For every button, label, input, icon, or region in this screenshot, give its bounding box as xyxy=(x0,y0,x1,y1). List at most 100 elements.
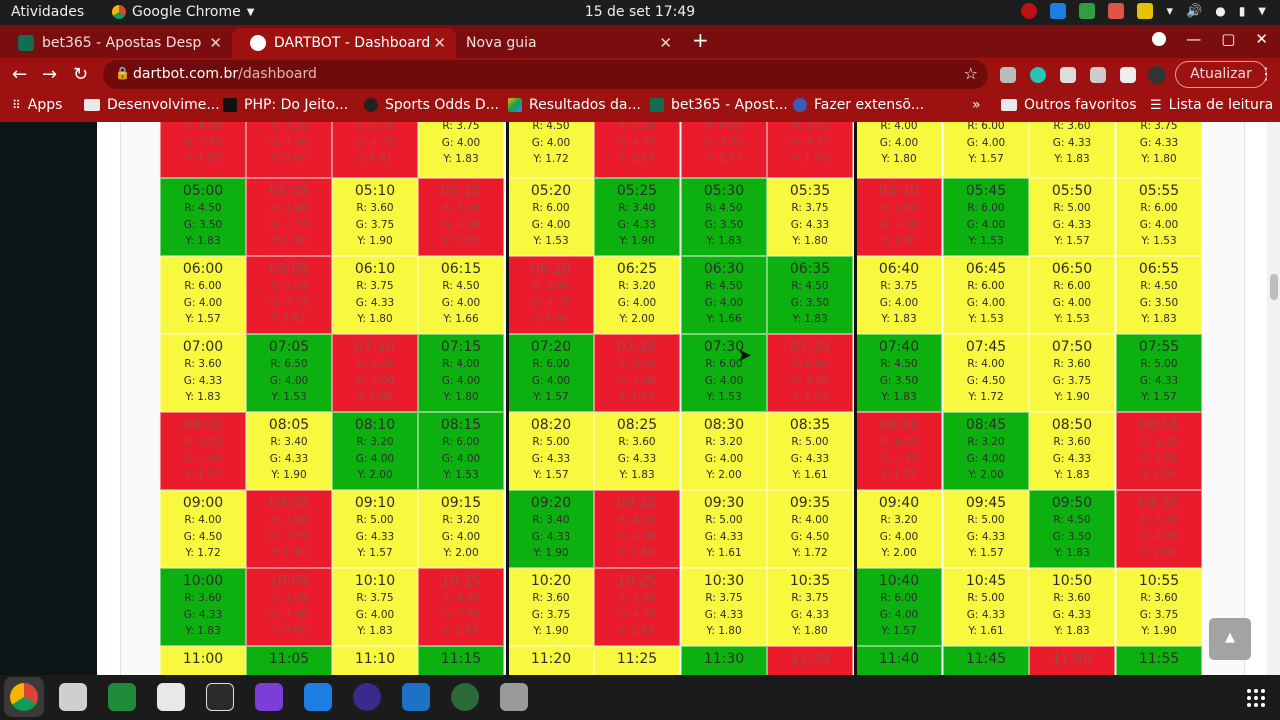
odds-cell[interactable]: 08:00 R: 6.00 G: 4.00 Y: 1.53 xyxy=(160,412,246,490)
odds-cell[interactable]: 11:05 xyxy=(246,646,332,675)
odds-cell[interactable]: 11:20 xyxy=(508,646,594,675)
odds-cell[interactable]: 11:45 xyxy=(943,646,1029,675)
bookmark-item[interactable]: Resultados da... xyxy=(508,97,641,113)
odds-cell[interactable]: 05:25 R: 3.40 G: 4.33 Y: 1.90 xyxy=(594,178,680,256)
odds-cell[interactable]: 07:15 R: 4.00 G: 4.00 Y: 1.80 xyxy=(418,334,504,412)
odds-cell[interactable]: 06:45 R: 6.00 G: 4.00 Y: 1.53 xyxy=(943,256,1029,334)
odds-cell[interactable]: 09:15 R: 3.20 G: 4.00 Y: 2.00 xyxy=(418,490,504,568)
odds-cell[interactable]: R: 4.50 G: 4.00 Y: 1.72 xyxy=(508,122,594,178)
odds-cell[interactable]: 10:05 R: 3.20 G: 4.00 Y: 2.00 xyxy=(246,568,332,646)
odds-cell[interactable]: 07:00 R: 3.60 G: 4.33 Y: 1.83 xyxy=(160,334,246,412)
reading-list[interactable]: ☰ Lista de leitura xyxy=(1150,97,1274,113)
scrollbar[interactable] xyxy=(1267,122,1280,675)
tab-bet365[interactable]: bet365 - Apostas Desport ✕ xyxy=(0,28,232,58)
eclipse-icon[interactable] xyxy=(353,683,381,711)
menu-dots-icon[interactable]: ⋮ xyxy=(1258,64,1274,83)
avatar[interactable] xyxy=(1148,66,1166,84)
tab-new[interactable]: Nova guia ✕ xyxy=(456,28,682,58)
scrollbar-thumb[interactable] xyxy=(1270,274,1278,300)
odds-cell[interactable]: 11:50 xyxy=(1029,646,1115,675)
odds-cell[interactable]: 10:25 R: 3.60 G: 4.33 Y: 1.83 xyxy=(594,568,680,646)
odds-cell[interactable]: 07:30 R: 6.00 G: 4.00 Y: 1.53 xyxy=(681,334,767,412)
maximize-icon[interactable]: ▢ xyxy=(1221,30,1236,48)
odds-cell[interactable]: 07:20 R: 6.00 G: 4.00 Y: 1.57 xyxy=(508,334,594,412)
puzzle-icon[interactable] xyxy=(1120,67,1136,83)
odds-cell[interactable]: 09:20 R: 3.40 G: 4.33 Y: 1.90 xyxy=(508,490,594,568)
odds-cell[interactable]: 08:35 R: 5.00 G: 4.33 Y: 1.61 xyxy=(767,412,853,490)
odds-cell[interactable]: 10:00 R: 3.60 G: 4.33 Y: 1.83 xyxy=(160,568,246,646)
minimize-icon[interactable]: — xyxy=(1186,30,1202,48)
odds-cell[interactable]: 10:20 R: 3.60 G: 3.75 Y: 1.90 xyxy=(508,568,594,646)
odds-cell[interactable]: 07:55 R: 5.00 G: 4.33 Y: 1.57 xyxy=(1116,334,1202,412)
odds-cell[interactable]: 11:30 xyxy=(681,646,767,675)
bookmarks-overflow[interactable]: » xyxy=(972,97,981,113)
vpn-icon[interactable] xyxy=(1137,3,1154,19)
slack-icon[interactable] xyxy=(157,683,185,711)
odds-cell[interactable]: 07:10 R: 3.20 G: 4.00 Y: 2.00 xyxy=(332,334,418,412)
forward-icon[interactable]: → xyxy=(42,64,58,85)
odds-cell[interactable]: 06:35 R: 4.50 G: 3.50 Y: 1.83 xyxy=(767,256,853,334)
bookmark-item[interactable]: bet365 - Apost... xyxy=(650,97,788,113)
odds-cell[interactable]: 11:40 xyxy=(856,646,942,675)
odds-cell[interactable]: 09:05 R: 3.60 G: 3.75 Y: 1.90 xyxy=(246,490,332,568)
odds-cell[interactable]: 08:55 R: 3.20 G: 4.00 Y: 2.00 xyxy=(1116,412,1202,490)
shield-icon[interactable] xyxy=(108,683,136,711)
odds-cell[interactable]: R: 5.00 G: 4.33 Y: 1.57 xyxy=(594,122,680,178)
odds-cell[interactable]: R: 4.50 G: 3.50 Y: 1.83 xyxy=(160,122,246,178)
odds-cell[interactable]: 08:30 R: 3.20 G: 4.00 Y: 2.00 xyxy=(681,412,767,490)
odds-cell[interactable]: 10:50 R: 3.60 G: 4.33 Y: 1.83 xyxy=(1029,568,1115,646)
odds-cell[interactable]: 11:15 xyxy=(418,646,504,675)
update-button[interactable]: Atualizar xyxy=(1175,61,1267,88)
odds-cell[interactable]: 09:50 R: 4.50 G: 3.50 Y: 1.83 xyxy=(1029,490,1115,568)
odds-cell[interactable]: 08:20 R: 5.00 G: 4.33 Y: 1.57 xyxy=(508,412,594,490)
lock-icon[interactable]: 🔒 xyxy=(115,66,130,80)
bookmark-item[interactable]: Sports Odds D... xyxy=(364,97,499,113)
odds-cell[interactable]: R: 6.00 G: 4.00 Y: 1.57 xyxy=(943,122,1029,178)
odds-cell[interactable]: R: 4.00 G: 4.00 Y: 1.80 xyxy=(856,122,942,178)
wifi-icon[interactable]: ▾ xyxy=(1166,3,1174,19)
odds-cell[interactable]: 09:25 R: 4.50 G: 4.00 Y: 1.66 xyxy=(594,490,680,568)
odds-cell[interactable]: 09:30 R: 5.00 G: 4.33 Y: 1.61 xyxy=(681,490,767,568)
tab-search-icon[interactable] xyxy=(1152,32,1167,46)
teamviewer-icon[interactable] xyxy=(304,683,332,711)
back-icon[interactable]: ← xyxy=(12,64,28,85)
odds-cell[interactable]: R: 4.50 G: 3.50 Y: 1.83 xyxy=(681,122,767,178)
phpstorm-icon[interactable] xyxy=(255,683,283,711)
odds-cell[interactable]: 06:55 R: 4.50 G: 3.50 Y: 1.83 xyxy=(1116,256,1202,334)
odds-cell[interactable]: 09:40 R: 3.20 G: 4.00 Y: 2.00 xyxy=(856,490,942,568)
extension-icon[interactable] xyxy=(1090,67,1106,83)
odds-cell[interactable]: 10:35 R: 3.75 G: 4.33 Y: 1.80 xyxy=(767,568,853,646)
files-icon[interactable] xyxy=(59,683,87,711)
odds-cell[interactable]: 07:45 R: 4.00 G: 4.50 Y: 1.72 xyxy=(943,334,1029,412)
odds-cell[interactable]: 07:25 R: 6.50 G: 4.00 Y: 1.53 xyxy=(594,334,680,412)
odds-cell[interactable]: 07:05 R: 6.50 G: 4.00 Y: 1.53 xyxy=(246,334,332,412)
reload-icon[interactable]: ↻ xyxy=(73,64,89,85)
odds-cell[interactable]: 09:55 R: 3.20 G: 4.00 Y: 2.00 xyxy=(1116,490,1202,568)
odds-cell[interactable]: 06:25 R: 3.20 G: 4.00 Y: 2.00 xyxy=(594,256,680,334)
bookmark-apps[interactable]: ⠿ Apps xyxy=(12,97,63,113)
odds-cell[interactable]: 10:10 R: 3.75 G: 4.00 Y: 1.83 xyxy=(332,568,418,646)
close-icon[interactable]: ✕ xyxy=(659,34,672,52)
close-window-icon[interactable]: ✕ xyxy=(1255,30,1268,48)
odds-cell[interactable]: 06:40 R: 3.75 G: 4.00 Y: 1.83 xyxy=(856,256,942,334)
odds-cell[interactable]: 09:35 R: 4.00 G: 4.50 Y: 1.72 xyxy=(767,490,853,568)
odds-cell[interactable]: 11:55 xyxy=(1116,646,1202,675)
odds-cell[interactable]: 10:40 R: 6.00 G: 4.00 Y: 1.57 xyxy=(856,568,942,646)
close-icon[interactable]: ✕ xyxy=(209,34,222,52)
close-icon[interactable]: ✕ xyxy=(433,34,446,52)
url-text[interactable]: dartbot.com.br/dashboard xyxy=(133,66,317,82)
odds-cell[interactable]: 10:55 R: 3.60 G: 3.75 Y: 1.90 xyxy=(1116,568,1202,646)
odds-cell[interactable]: 06:15 R: 4.50 G: 4.00 Y: 1.66 xyxy=(418,256,504,334)
system-menu-chevron-icon[interactable]: ▼ xyxy=(1258,5,1266,17)
odds-cell[interactable]: 05:20 R: 6.00 G: 4.00 Y: 1.53 xyxy=(508,178,594,256)
slack-icon[interactable] xyxy=(1108,3,1125,19)
bookmark-star-icon[interactable]: ☆ xyxy=(963,64,978,83)
odds-cell[interactable]: 07:35 R: 6.00 G: 4.00 Y: 1.53 xyxy=(767,334,853,412)
odds-cell[interactable]: 07:40 R: 4.50 G: 3.50 Y: 1.83 xyxy=(856,334,942,412)
odds-cell[interactable]: R: 5.00 G: 4.33 Y: 1.61 xyxy=(332,122,418,178)
odds-cell[interactable]: 10:15 R: 4.50 G: 3.50 Y: 1.83 xyxy=(418,568,504,646)
odds-cell[interactable]: R: 3.60 G: 4.33 Y: 1.83 xyxy=(1029,122,1115,178)
battery-icon[interactable]: ▮ xyxy=(1238,4,1246,18)
new-tab-plus-icon[interactable]: + xyxy=(692,28,709,52)
extension-icon[interactable] xyxy=(1030,67,1046,83)
